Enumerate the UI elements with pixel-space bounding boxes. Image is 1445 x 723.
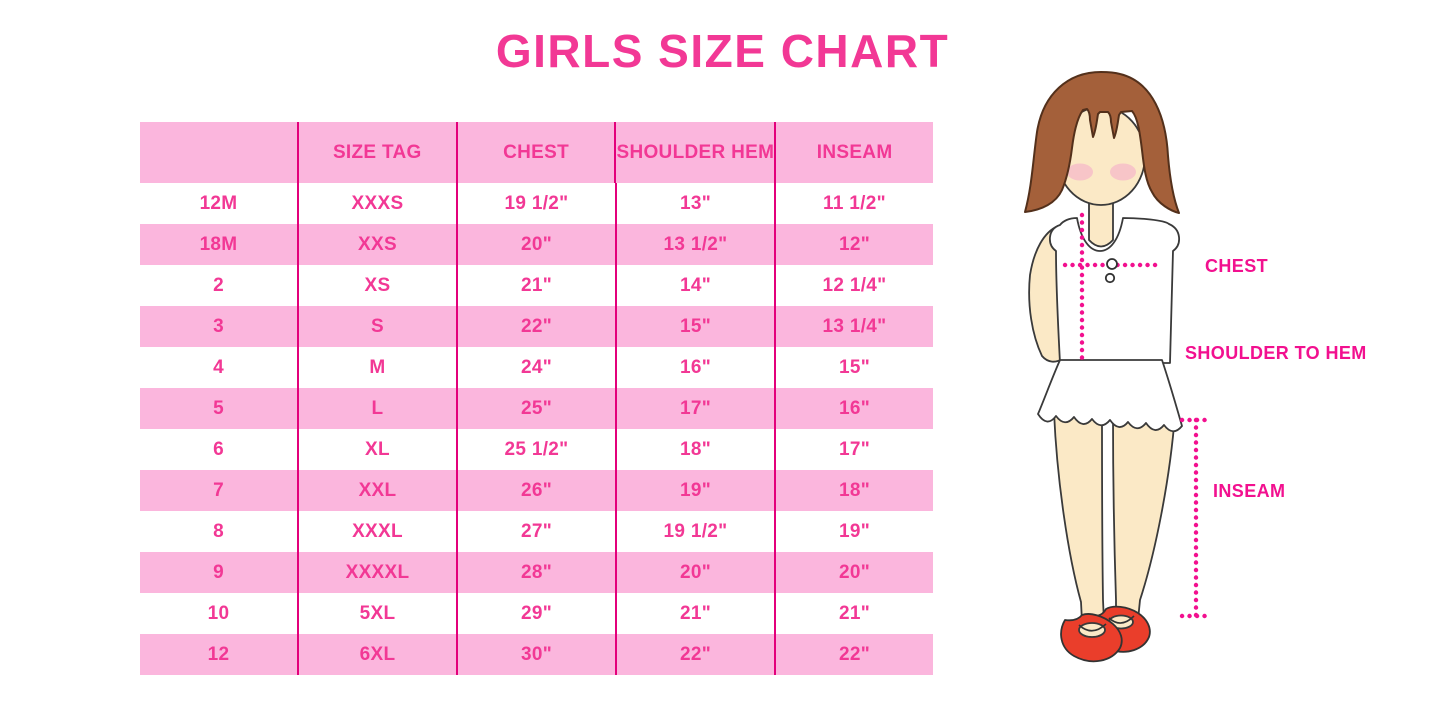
table-row: 4 M 24" 16" 15" — [140, 347, 933, 388]
size-cell: L — [297, 388, 456, 429]
size-cell: 22" — [774, 634, 933, 675]
size-cell: 4 — [213, 356, 224, 378]
size-cell: 8 — [213, 520, 224, 542]
size-cell: XXXL — [297, 511, 456, 552]
size-cell: 12M — [199, 192, 238, 214]
table-row: 12 6XL 30" 22" 22" — [140, 634, 933, 675]
column-header: INSEAM — [774, 122, 933, 183]
size-cell: 22" — [456, 306, 615, 347]
size-cell: 19" — [615, 470, 774, 511]
table-row: 10 5XL 29" 21" 21" — [140, 593, 933, 634]
table-row: 5 L 25" 17" 16" — [140, 388, 933, 429]
size-cell: 19 1/2" — [615, 511, 774, 552]
size-cell: 15" — [615, 306, 774, 347]
left-leg — [1053, 411, 1105, 623]
shoulder-to-hem-label: SHOULDER TO HEM — [1185, 343, 1367, 363]
top-garment — [1048, 217, 1181, 364]
column-header: CHEST — [455, 122, 615, 183]
column-header: SHOULDER HEM — [614, 122, 774, 183]
size-cell: 21" — [456, 265, 615, 306]
size-cell: 19" — [774, 511, 933, 552]
size-cell: 10 — [207, 602, 230, 624]
size-cell: 17" — [774, 429, 933, 470]
size-cell: 25" — [456, 388, 615, 429]
table-row: 8 XXXL 27" 19 1/2" 19" — [140, 511, 933, 552]
size-cell: XXL — [297, 470, 456, 511]
inseam-label: INSEAM — [1213, 481, 1285, 501]
size-cell: XL — [297, 429, 456, 470]
size-cell: 19 1/2" — [456, 183, 615, 224]
size-cell: 29" — [456, 593, 615, 634]
size-cell: 3 — [213, 315, 224, 337]
right-leg — [1112, 413, 1176, 623]
size-cell: S — [297, 306, 456, 347]
size-cell: 5 — [213, 397, 224, 419]
size-cell: 18" — [774, 470, 933, 511]
table-row: 6 XL 25 1/2" 18" 17" — [140, 429, 933, 470]
size-cell: 9 — [213, 561, 224, 583]
size-cell: 7 — [213, 479, 224, 501]
table-row: 18M XXS 20" 13 1/2" 12" — [140, 224, 933, 265]
size-cell: M — [297, 347, 456, 388]
size-cell: 12 1/4" — [774, 265, 933, 306]
table-row: 2 XS 21" 14" 12 1/4" — [140, 265, 933, 306]
size-cell: XXXS — [297, 183, 456, 224]
hair — [1024, 71, 1180, 214]
size-cell: 20" — [615, 552, 774, 593]
left-shoe-strap — [1078, 623, 1107, 632]
bottom-button — [1104, 272, 1116, 284]
size-cell: 15" — [774, 347, 933, 388]
neck — [1088, 194, 1114, 248]
size-cell: 20" — [456, 224, 615, 265]
size-cell: 6 — [213, 438, 224, 460]
size-cell: 16" — [774, 388, 933, 429]
table-row: SIZE TAG CHEST SHOULDER HEM INSEAM — [140, 122, 933, 183]
size-cell: XS — [297, 265, 456, 306]
size-cell: 17" — [615, 388, 774, 429]
right-cheek-blush — [1110, 163, 1136, 181]
size-cell: 13 1/2" — [615, 224, 774, 265]
table-row: 7 XXL 26" 19" 18" — [140, 470, 933, 511]
size-cell: 6XL — [297, 634, 456, 675]
right-shoe-strap — [1108, 615, 1135, 624]
size-cell: 13" — [615, 183, 774, 224]
size-cell: 12 — [207, 643, 230, 665]
girl-illustration-svg: CHEST SHOULDER TO HEM INSEAM — [1024, 71, 1367, 663]
size-cell: 21" — [615, 593, 774, 634]
table-row: 12M XXXS 19 1/2" 13" 11 1/2" — [140, 183, 933, 224]
size-cell: 20" — [774, 552, 933, 593]
size-cell: 30" — [456, 634, 615, 675]
size-cell: XXXXL — [297, 552, 456, 593]
size-cell: 28" — [456, 552, 615, 593]
size-cell: 26" — [456, 470, 615, 511]
size-cell: 24" — [456, 347, 615, 388]
column-header — [140, 122, 297, 183]
size-cell: XXS — [297, 224, 456, 265]
size-cell: 14" — [615, 265, 774, 306]
size-cell: 18" — [615, 429, 774, 470]
table-row: 9 XXXXL 28" 20" 20" — [140, 552, 933, 593]
top-button — [1106, 258, 1118, 270]
girl-illustration: CHEST SHOULDER TO HEM INSEAM — [980, 60, 1400, 705]
size-cell: 13 1/4" — [774, 306, 933, 347]
page-title: GIRLS SIZE CHART — [495, 25, 950, 77]
chest-label: CHEST — [1205, 256, 1268, 276]
size-cell: 18M — [199, 233, 238, 255]
skirt — [1037, 359, 1183, 433]
size-cell: 12" — [774, 224, 933, 265]
size-cell: 25 1/2" — [456, 429, 615, 470]
left-cheek-blush — [1067, 163, 1093, 181]
size-cell: 27" — [456, 511, 615, 552]
size-cell: 11 1/2" — [774, 183, 933, 224]
size-cell: 22" — [615, 634, 774, 675]
size-cell: 2 — [213, 274, 224, 296]
size-cell: 21" — [774, 593, 933, 634]
size-chart-table: SIZE TAG CHEST SHOULDER HEM INSEAM 12M XXXS 19… — [140, 122, 933, 675]
size-cell: 16" — [615, 347, 774, 388]
column-header: SIZE TAG — [296, 122, 456, 183]
size-cell: 5XL — [297, 593, 456, 634]
table-row: 3 S 22" 15" 13 1/4" — [140, 306, 933, 347]
